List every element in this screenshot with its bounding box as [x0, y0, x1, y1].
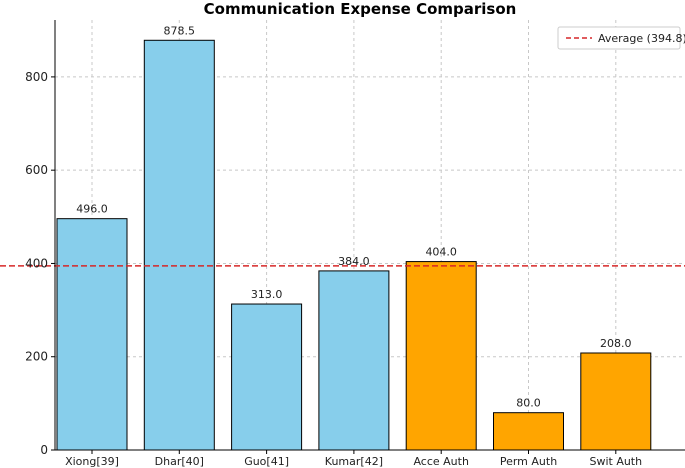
data-label: 878.5 [164, 24, 196, 37]
x-tick-label: Dhar[40] [155, 455, 204, 468]
data-label: 80.0 [516, 397, 541, 410]
x-tick-label: Xiong[39] [65, 455, 119, 468]
y-tick-label: 800 [25, 70, 48, 84]
y-tick-label: 200 [25, 350, 48, 364]
bar-acce-auth [405, 261, 477, 451]
data-label: 313.0 [251, 288, 283, 301]
x-tick-label: Kumar[42] [325, 455, 383, 468]
bar-swit-auth [580, 352, 652, 451]
bar-guo-41 [231, 303, 303, 451]
legend-average-label: Average (394.8) [598, 32, 685, 45]
x-tick-label: Guo[41] [244, 455, 289, 468]
data-label: 496.0 [76, 203, 108, 216]
data-label: 208.0 [600, 337, 632, 350]
x-tick-label: Swit Auth [589, 455, 642, 468]
bars [56, 39, 652, 451]
axes [51, 20, 685, 454]
y-tick-label: 600 [25, 163, 48, 177]
data-label: 404.0 [425, 246, 457, 259]
bar-kumar-42 [318, 270, 390, 451]
y-tick-label: 0 [40, 443, 48, 457]
data-label: 384.0 [338, 255, 370, 268]
y-tick-label: 400 [25, 256, 48, 270]
labels: 0 200 400 600 800 496.0 Xiong[39] 878.5 Dhar[40]… [25, 24, 642, 468]
x-tick-label: Perm Auth [500, 455, 557, 468]
chart-title: Communication Expense Comparison [204, 0, 517, 18]
legend-box [557, 26, 681, 50]
x-tick-label: Acce Auth [413, 455, 469, 468]
bar-perm-auth [493, 412, 564, 451]
bar-dhar-40 [143, 39, 215, 451]
legend: Average (394.8) [557, 26, 685, 50]
bar-xiong-39 [56, 218, 128, 451]
